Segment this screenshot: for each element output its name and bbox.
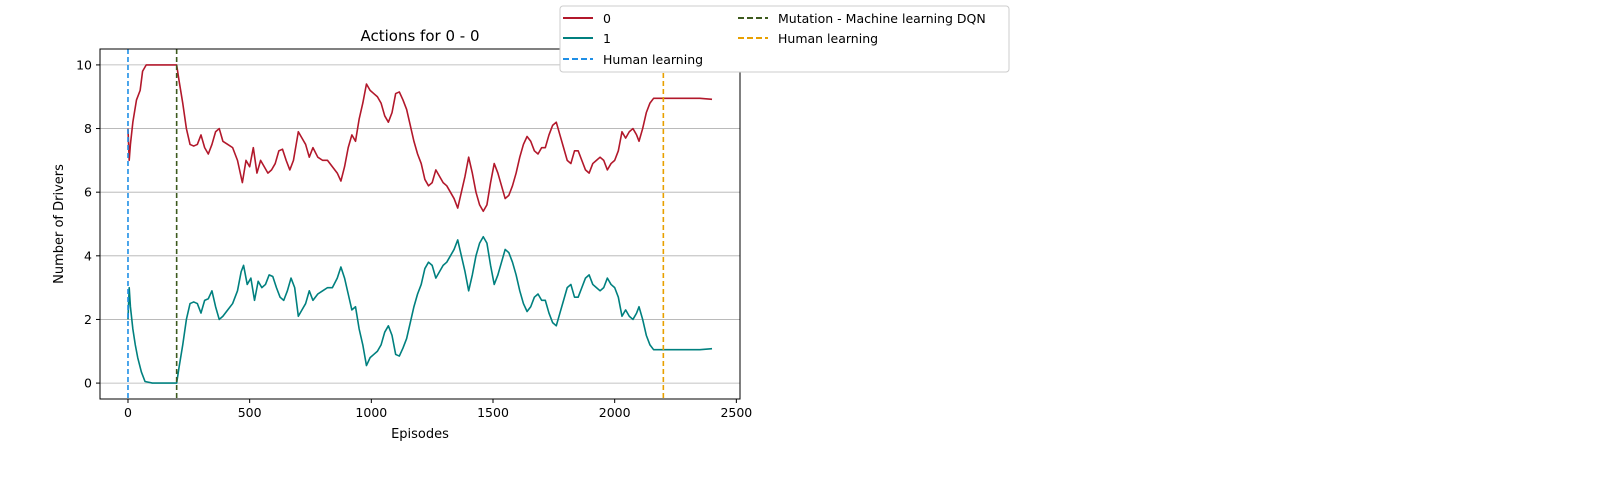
gridlines — [100, 64, 740, 384]
x-tick-label-5: 2500 — [720, 405, 752, 420]
legend: 0 1 Human learning Mutation - Machine le… — [559, 5, 1010, 73]
legend-label-series-1: 1 — [603, 31, 611, 46]
y-tick-label-3: 6 — [84, 185, 92, 200]
x-tick-label-3: 1500 — [477, 405, 509, 420]
x-tick-label-0: 0 — [124, 405, 132, 420]
x-axis-ticks: 0 500 1000 1500 2000 2500 — [124, 399, 752, 420]
legend-box — [559, 5, 1010, 73]
y-axis-label: Number of Drivers — [52, 164, 67, 284]
y-tick-label-5: 10 — [76, 57, 92, 72]
series-line-0 — [127, 64, 713, 213]
y-tick-label-0: 0 — [84, 376, 92, 391]
y-tick-label-4: 8 — [84, 121, 92, 136]
y-tick-label-2: 4 — [84, 248, 92, 263]
chart-title: Actions for 0 - 0 — [361, 27, 480, 45]
legend-label-human-learning-end: Human learning — [778, 31, 878, 46]
plot-frame — [99, 48, 741, 400]
legend-label-human-learning-start: Human learning — [603, 52, 703, 67]
plot-background — [100, 49, 740, 399]
legend-label-mutation-dqn: Mutation - Machine learning DQN — [778, 11, 986, 26]
vertical-markers — [127, 49, 665, 399]
series-line-1 — [127, 235, 713, 384]
x-tick-label-4: 2000 — [599, 405, 631, 420]
series-layer — [127, 64, 713, 384]
x-tick-label-2: 1000 — [355, 405, 387, 420]
x-tick-label-1: 500 — [238, 405, 262, 420]
y-tick-label-1: 2 — [84, 312, 92, 327]
legend-label-series-0: 0 — [603, 11, 611, 26]
x-axis-label: Episodes — [391, 427, 449, 442]
y-axis-ticks: 0 2 4 6 8 10 — [76, 57, 100, 391]
